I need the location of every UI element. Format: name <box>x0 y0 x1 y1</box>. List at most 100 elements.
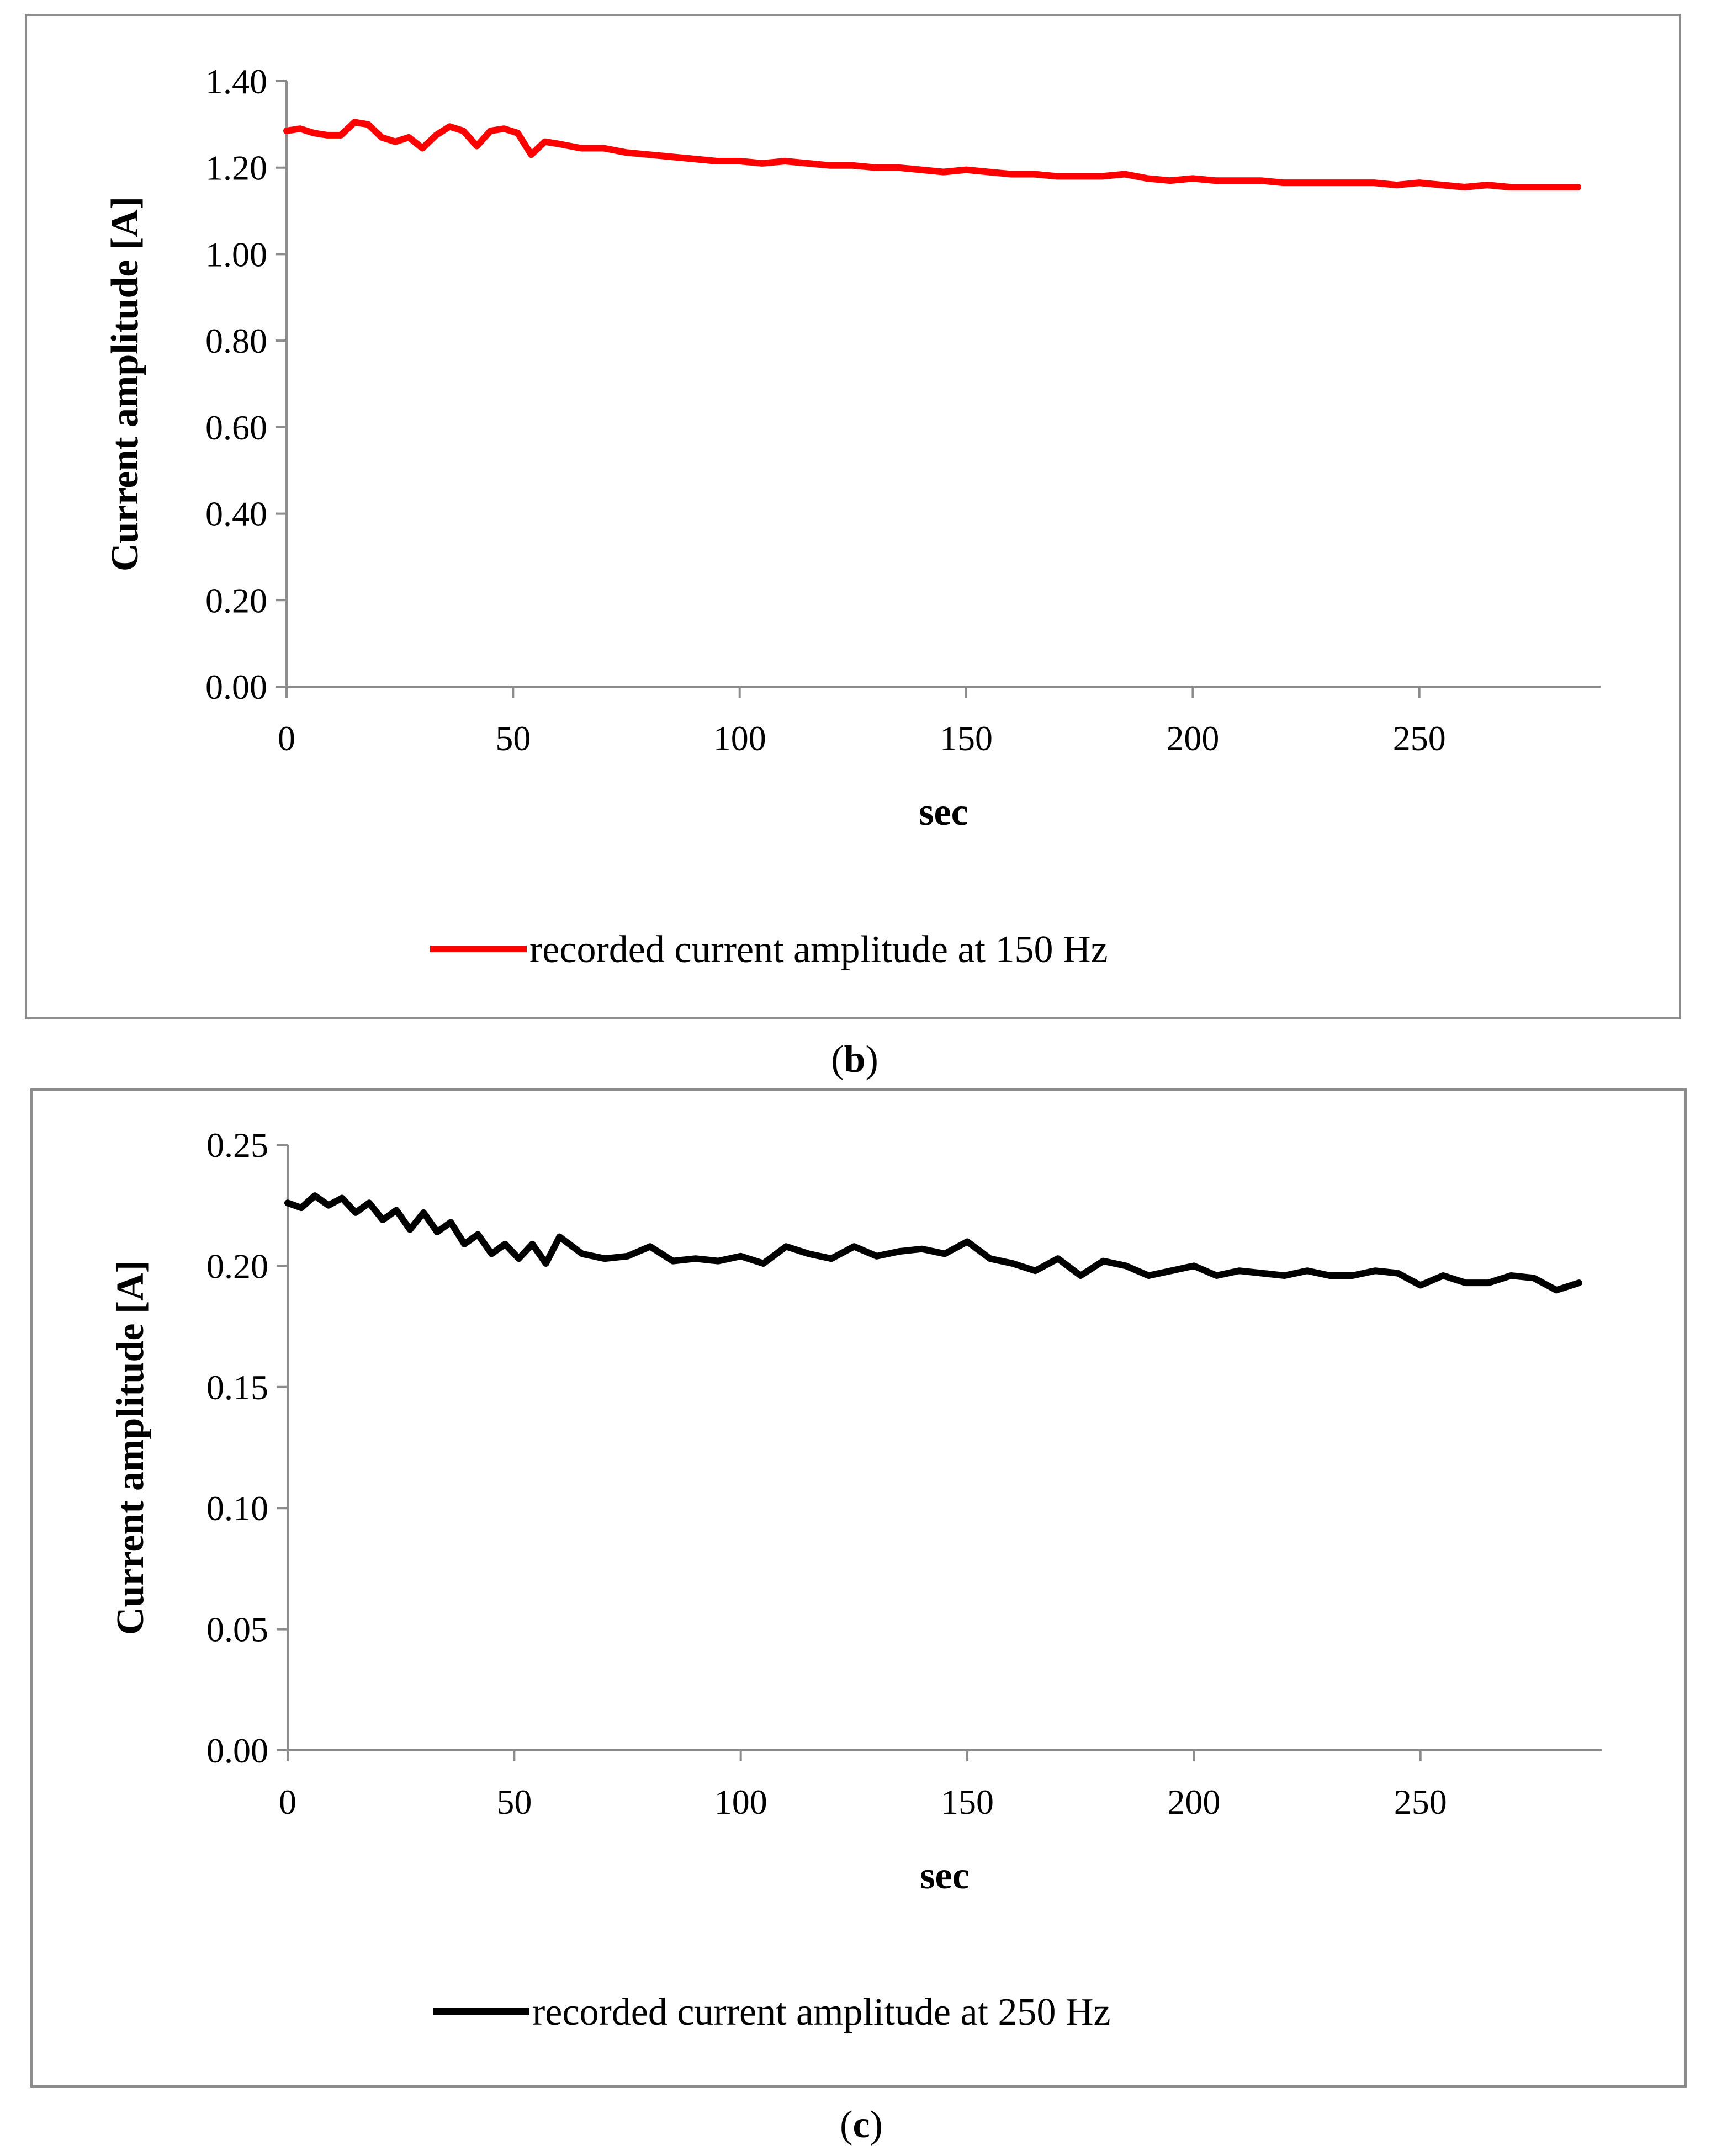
data-point <box>1532 187 1533 188</box>
data-point <box>1125 1265 1126 1266</box>
data-point <box>341 135 342 136</box>
y-tick-label: 0.00 <box>205 667 267 707</box>
data-point <box>381 137 382 138</box>
data-point <box>1555 187 1556 188</box>
data-point <box>966 169 967 171</box>
data-point <box>1375 1270 1376 1271</box>
x-tick-label: 250 <box>1393 719 1446 758</box>
data-point <box>490 130 491 131</box>
data-point <box>1192 178 1193 179</box>
data-point <box>327 135 328 136</box>
data-point <box>314 1195 315 1196</box>
data-point <box>354 121 355 123</box>
y-tick-label: 0.40 <box>205 495 267 534</box>
y-tick-label: 0.20 <box>206 1246 268 1286</box>
data-point <box>763 1263 764 1264</box>
x-tick-label: 200 <box>1167 1782 1220 1822</box>
data-point <box>328 1205 329 1206</box>
data-point <box>875 167 876 168</box>
chart-panel-c: 0.00 0.05 0.10 0.15 0.20 0.25 0 50 100 150 200 250 s… <box>30 1088 1687 2088</box>
data-point <box>1488 1282 1489 1283</box>
data-point <box>1556 1289 1557 1291</box>
y-tick-label: 0.05 <box>206 1610 268 1649</box>
data-point <box>740 1256 741 1257</box>
data-point <box>436 135 437 136</box>
data-point <box>1216 1275 1217 1276</box>
data-point <box>532 1244 533 1245</box>
y-tick-label: 0.00 <box>206 1731 268 1770</box>
data-point <box>1509 187 1511 188</box>
caption-c: (c) <box>840 2104 883 2146</box>
data-point <box>626 152 627 153</box>
data-point <box>988 172 989 173</box>
data-point <box>1442 184 1443 185</box>
data-point <box>1262 1273 1263 1274</box>
series-line <box>284 1192 1582 1294</box>
data-point <box>396 1210 397 1211</box>
data-point <box>1124 174 1125 175</box>
data-point <box>899 1251 900 1252</box>
data-point <box>1147 178 1148 179</box>
data-point <box>1533 1277 1534 1278</box>
caption-c-label: c <box>852 2104 870 2146</box>
data-point <box>1420 1285 1421 1286</box>
data-point <box>450 1222 451 1223</box>
data-point <box>1328 182 1329 183</box>
x-tick-label: 150 <box>941 1782 994 1822</box>
data-point <box>286 130 287 131</box>
y-tick-label: 1.40 <box>205 62 267 101</box>
data-point <box>410 1229 411 1230</box>
chart-svg-c: 0.00 0.05 0.10 0.15 0.20 0.25 0 50 100 150 200 250 s… <box>109 1125 1602 2033</box>
data-point <box>463 130 464 131</box>
x-tick-label: 100 <box>713 719 766 758</box>
data-point <box>1238 1270 1239 1271</box>
data-point <box>627 1256 628 1257</box>
data-point <box>807 163 808 164</box>
data-point <box>1148 1275 1149 1276</box>
data-point <box>558 144 559 145</box>
legend-label: recorded current amplitude at 250 Hz <box>532 1991 1111 2033</box>
data-point <box>1056 176 1057 177</box>
caption-b-label: b <box>844 1038 866 1081</box>
data-point <box>504 128 505 129</box>
y-tick-label: 1.00 <box>205 235 267 274</box>
data-point <box>989 1258 990 1259</box>
x-tick-label: 100 <box>714 1782 767 1822</box>
data-point <box>694 158 695 160</box>
data-point <box>287 1202 288 1203</box>
data-point <box>301 1207 302 1208</box>
data-point <box>559 1236 560 1238</box>
data-point <box>1260 180 1262 181</box>
data-point <box>422 148 423 149</box>
data-point <box>921 1249 923 1250</box>
y-tick-label: 0.10 <box>206 1489 268 1528</box>
data-point <box>368 124 369 125</box>
data-point <box>854 1246 855 1247</box>
legend-label: recorded current amplitude at 150 Hz <box>529 928 1108 971</box>
data-point <box>1397 1273 1399 1274</box>
data-point <box>852 165 854 166</box>
x-tick-label: 50 <box>495 719 531 758</box>
data-point <box>967 1241 968 1242</box>
y-tick-label: 0.25 <box>206 1125 268 1165</box>
data-point <box>395 141 396 142</box>
data-point <box>1351 182 1352 183</box>
data-point <box>1011 174 1012 175</box>
data-point <box>545 1263 547 1264</box>
data-point <box>437 1231 438 1233</box>
data-point <box>785 161 786 162</box>
data-point <box>300 128 301 129</box>
data-point <box>409 137 410 138</box>
y-tick-label: 0.15 <box>206 1368 268 1407</box>
data-point <box>603 148 605 149</box>
data-point <box>1034 174 1035 175</box>
data-point <box>898 167 899 168</box>
data-point <box>1352 1275 1353 1276</box>
data-point <box>423 1212 424 1213</box>
data-point <box>1169 180 1170 181</box>
data-point <box>1170 1270 1172 1271</box>
y-axis-label: Current amplitude [A] <box>109 1260 152 1635</box>
data-point <box>544 141 545 142</box>
data-point <box>739 161 740 162</box>
data-point <box>1443 1275 1444 1276</box>
